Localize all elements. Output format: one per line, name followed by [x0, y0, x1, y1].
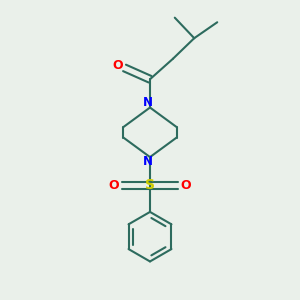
Text: N: N — [143, 155, 153, 168]
Text: O: O — [112, 59, 123, 72]
Text: N: N — [143, 96, 153, 110]
Text: S: S — [145, 178, 155, 192]
Text: O: O — [181, 179, 191, 192]
Text: O: O — [109, 179, 119, 192]
